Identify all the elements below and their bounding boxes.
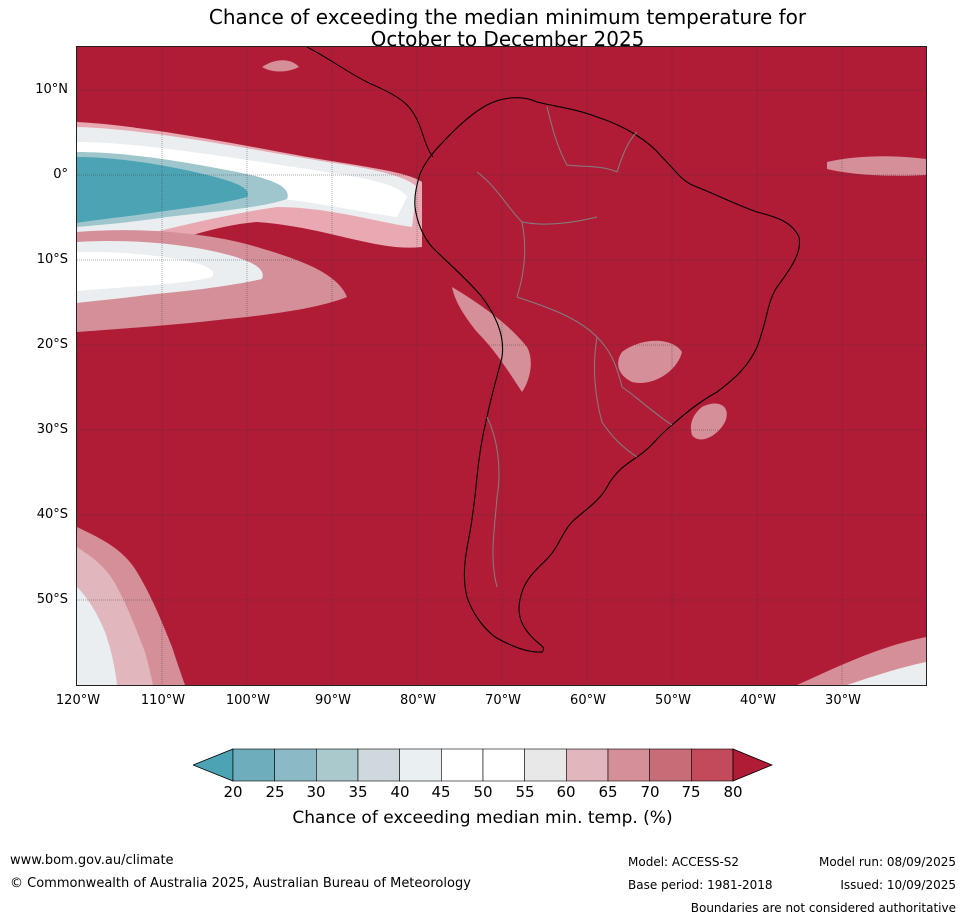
colorbar-segment — [482, 748, 525, 782]
brazil-pink-patch — [618, 340, 682, 383]
lon-label-120w: 120°W — [55, 693, 101, 708]
colorbar-right-arrow — [732, 748, 773, 782]
lon-label-60w: 60°W — [570, 693, 606, 708]
map-canvas — [77, 47, 926, 685]
website-text: www.bom.gov.au/climate — [10, 853, 174, 868]
pacific-cool-band — [77, 122, 422, 332]
south-america-coastline — [414, 97, 801, 653]
southwest-pacific-patch — [77, 527, 185, 685]
north-pacific-patch — [262, 60, 299, 72]
lat-label-20s: 20°S — [36, 337, 68, 352]
colorbar-tick: 75 — [681, 783, 701, 801]
lon-label-70w: 70°W — [485, 693, 521, 708]
andes-strip — [452, 287, 531, 392]
colorbar-segment — [232, 748, 275, 782]
colorbar-segment — [649, 748, 692, 782]
colorbar-tick: 30 — [306, 783, 326, 801]
issued-text: Issued: 10/09/2025 — [840, 878, 956, 892]
colorbar — [193, 748, 773, 782]
lon-label-110w: 110°W — [140, 693, 186, 708]
colorbar-tick: 70 — [640, 783, 660, 801]
lat-label-10n: 10°N — [35, 82, 68, 97]
colorbar-segment — [274, 748, 317, 782]
lon-label-80w: 80°W — [400, 693, 436, 708]
lat-label-40s: 40°S — [36, 507, 68, 522]
copyright-text: © Commonwealth of Australia 2025, Austra… — [10, 876, 471, 891]
colorbar-segment — [441, 748, 484, 782]
probability-map — [76, 46, 927, 686]
southeast-atlantic-patch — [797, 637, 926, 685]
colorbar-label: Chance of exceeding median min. temp. (%… — [292, 808, 673, 828]
colorbar-tick: 35 — [348, 783, 368, 801]
caribbean-patch — [827, 156, 926, 176]
colorbar-tick: 80 — [723, 783, 743, 801]
colorbar-segment — [607, 748, 650, 782]
colorbar-segment — [316, 748, 359, 782]
lon-label-100w: 100°W — [225, 693, 271, 708]
colorbar-tick: 25 — [265, 783, 285, 801]
map-title-line-2: October to December 2025 — [370, 27, 645, 51]
colorbar-segment — [566, 748, 609, 782]
model-text: Model: ACCESS-S2 — [628, 855, 740, 869]
central-america-coastline — [306, 47, 434, 158]
disclaimer-text: Boundaries are not considered authoritat… — [690, 901, 956, 915]
colorbar-segment — [524, 748, 567, 782]
colorbar-tick: 60 — [556, 783, 576, 801]
base-period-text: Base period: 1981-2018 — [628, 878, 773, 892]
colorbar-tick: 45 — [431, 783, 451, 801]
colorbar-segment — [399, 748, 442, 782]
lon-label-30w: 30°W — [825, 693, 861, 708]
colorbar-left-arrow — [193, 748, 234, 782]
colorbar-segment — [357, 748, 400, 782]
colorbar-tick: 20 — [223, 783, 243, 801]
lon-label-90w: 90°W — [315, 693, 351, 708]
colorbar-tick: 50 — [473, 783, 493, 801]
country-borders — [476, 106, 673, 588]
graticule — [77, 47, 926, 685]
colorbar-tick: 40 — [390, 783, 410, 801]
colorbar-tick: 65 — [598, 783, 618, 801]
model-run-text: Model run: 08/09/2025 — [818, 855, 956, 869]
lon-label-40w: 40°W — [740, 693, 776, 708]
lat-label-0: 0° — [53, 167, 68, 182]
lat-label-30s: 30°S — [36, 422, 68, 437]
map-title-line-1: Chance of exceeding the median minimum t… — [208, 5, 807, 29]
lat-label-10s: 10°S — [36, 252, 68, 267]
atlantic-pink-patch — [690, 403, 727, 440]
lon-label-50w: 50°W — [655, 693, 691, 708]
colorbar-tick: 55 — [515, 783, 535, 801]
colorbar-segment — [691, 748, 734, 782]
lat-label-50s: 50°S — [36, 592, 68, 607]
